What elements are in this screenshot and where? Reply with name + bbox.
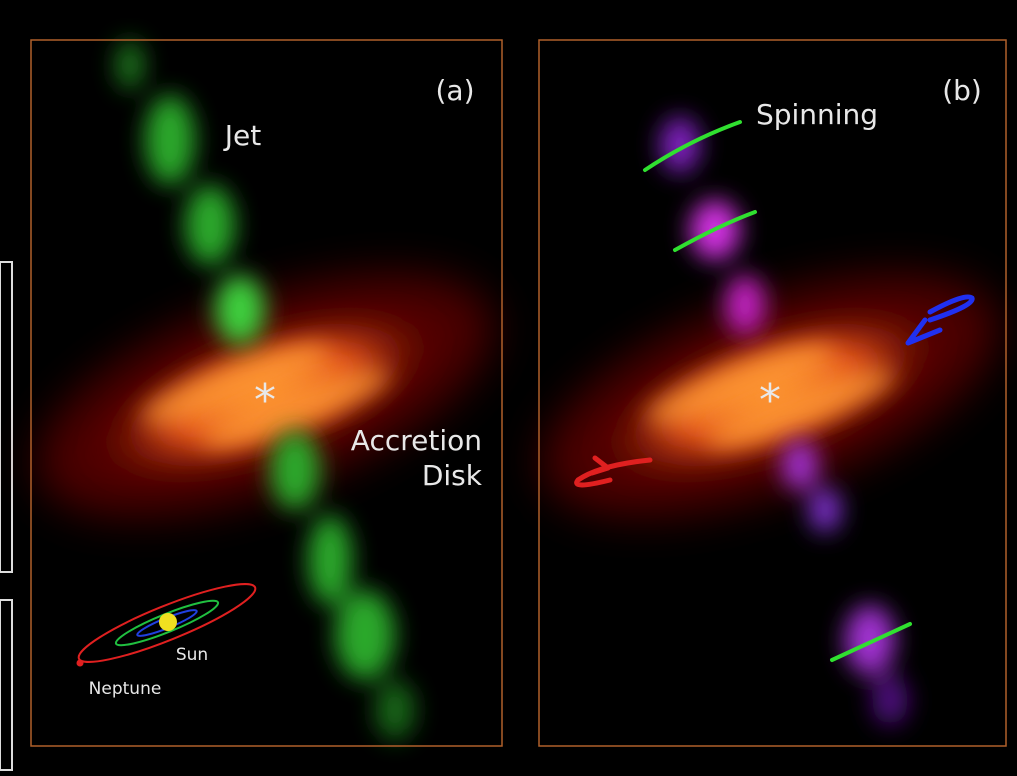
spinning-label: Spinning — [756, 98, 878, 131]
neptune-dot — [77, 660, 84, 667]
neptune-label: Neptune — [89, 679, 162, 699]
disk-label: Disk — [422, 459, 483, 492]
panel-label: (b) — [942, 74, 982, 107]
page: (a) Jet * Accretion Disk Sun Neptune — [0, 0, 1017, 776]
panel-label: (a) — [435, 74, 474, 107]
sun-dot — [159, 613, 177, 631]
jet-label: Jet — [223, 119, 261, 152]
sun-label: Sun — [176, 645, 208, 665]
figure: (a) Jet * Accretion Disk Sun Neptune — [0, 0, 1017, 776]
disk-label: Accretion — [351, 424, 482, 457]
star-mark: * — [759, 375, 781, 426]
star-mark: * — [254, 375, 276, 426]
